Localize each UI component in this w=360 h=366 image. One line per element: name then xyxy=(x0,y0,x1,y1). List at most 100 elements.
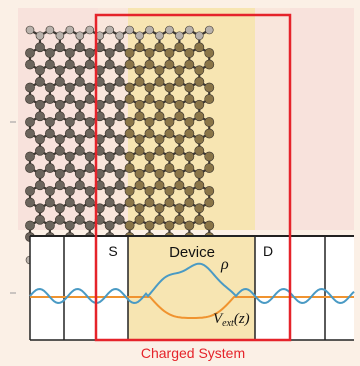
carbon-atom xyxy=(144,186,155,196)
carbon-atom xyxy=(154,65,165,76)
carbon-atom xyxy=(144,82,155,93)
carbon-atom xyxy=(64,94,75,104)
carbon-atom xyxy=(84,220,95,231)
carbon-atom xyxy=(164,151,175,162)
source-label: S xyxy=(108,243,117,259)
carbon-atom xyxy=(64,163,75,173)
carbon-atom xyxy=(174,180,185,191)
carbon-atom xyxy=(74,76,85,87)
carbon-atom xyxy=(104,197,115,208)
carbon-atom xyxy=(84,186,95,196)
carbon-atom xyxy=(84,117,95,127)
carbon-atom xyxy=(35,168,45,179)
carbon-atom xyxy=(174,168,185,179)
carbon-atom xyxy=(25,186,35,196)
carbon-atom xyxy=(154,42,165,53)
carbon-atom xyxy=(194,145,205,156)
carbon-atom xyxy=(184,163,195,173)
carbon-atom xyxy=(25,48,35,58)
carbon-atom xyxy=(114,65,125,76)
carbon-atom xyxy=(174,65,185,76)
carbon-atom xyxy=(204,117,215,127)
carbon-atom xyxy=(45,186,55,196)
carbon-atom xyxy=(35,76,45,87)
carbon-atom xyxy=(54,145,65,156)
carbon-atom xyxy=(84,48,95,58)
carbon-atom xyxy=(174,76,185,87)
carbon-atom xyxy=(194,134,205,145)
carbon-atom xyxy=(35,111,45,122)
carbon-atom xyxy=(184,82,195,93)
carbon-atom xyxy=(104,59,115,70)
carbon-atom xyxy=(74,214,85,225)
carbon-atom xyxy=(124,186,135,196)
carbon-atom xyxy=(154,99,165,110)
carbon-atom xyxy=(184,151,195,162)
carbon-atom xyxy=(35,214,45,225)
carbon-atom xyxy=(54,99,65,110)
graphene-atoms xyxy=(25,25,215,265)
carbon-atom xyxy=(74,145,85,156)
carbon-atom xyxy=(74,65,85,76)
carbon-atom xyxy=(54,42,65,53)
carbon-atom xyxy=(204,186,215,196)
carbon-atom xyxy=(35,42,45,53)
carbon-atom xyxy=(174,99,185,110)
carbon-atom xyxy=(174,111,185,122)
carbon-atom xyxy=(54,180,65,191)
potential-symbol-main: V xyxy=(213,311,224,327)
carbon-atom xyxy=(154,134,165,145)
carbon-atom xyxy=(45,220,55,231)
carbon-atom xyxy=(104,186,115,196)
carbon-atom xyxy=(25,128,35,139)
carbon-atom xyxy=(194,168,205,179)
carbon-atom xyxy=(45,197,55,208)
carbon-atom xyxy=(104,94,115,104)
carbon-atom xyxy=(204,59,215,70)
carbon-atom xyxy=(25,163,35,173)
carbon-atom xyxy=(194,111,205,122)
potential-symbol-sub: ext xyxy=(222,318,234,329)
carbon-atom xyxy=(134,111,145,122)
carbon-atom xyxy=(184,117,195,127)
carbon-atom xyxy=(184,128,195,139)
hydrogen-atom xyxy=(204,25,214,35)
hydrogen-atom xyxy=(85,25,95,35)
carbon-atom xyxy=(154,168,165,179)
carbon-atom xyxy=(174,134,185,145)
carbon-atom xyxy=(144,94,155,104)
carbon-atom xyxy=(164,94,175,104)
carbon-atom xyxy=(45,94,55,104)
carbon-atom xyxy=(54,111,65,122)
hydrogen-atom xyxy=(65,25,75,35)
carbon-atom xyxy=(144,163,155,173)
carbon-atom xyxy=(134,203,145,214)
carbon-atom xyxy=(114,168,125,179)
carbon-atom xyxy=(154,214,165,225)
carbon-atom xyxy=(104,117,115,127)
carbon-atom xyxy=(25,82,35,93)
carbon-atom xyxy=(134,76,145,87)
carbon-atom xyxy=(154,76,165,87)
carbon-atom xyxy=(204,197,215,208)
carbon-atom xyxy=(194,42,205,53)
hydrogen-atom xyxy=(115,31,124,41)
carbon-atom xyxy=(164,82,175,93)
carbon-atom xyxy=(35,134,45,145)
carbon-atom xyxy=(194,99,205,110)
potential-curve xyxy=(30,296,354,319)
carbon-atom xyxy=(64,82,75,93)
carbon-atom xyxy=(124,82,135,93)
density-symbol: ρ xyxy=(220,256,229,273)
carbon-atom xyxy=(194,65,205,76)
carbon-atom xyxy=(54,134,65,145)
carbon-atom xyxy=(184,94,195,104)
potential-symbol-arg: (z) xyxy=(234,311,250,327)
carbon-atom xyxy=(35,99,45,110)
carbon-atom xyxy=(25,151,35,162)
carbon-atom xyxy=(84,82,95,93)
carbon-atom xyxy=(124,163,135,173)
carbon-atom xyxy=(174,214,185,225)
carbon-atom xyxy=(45,117,55,127)
